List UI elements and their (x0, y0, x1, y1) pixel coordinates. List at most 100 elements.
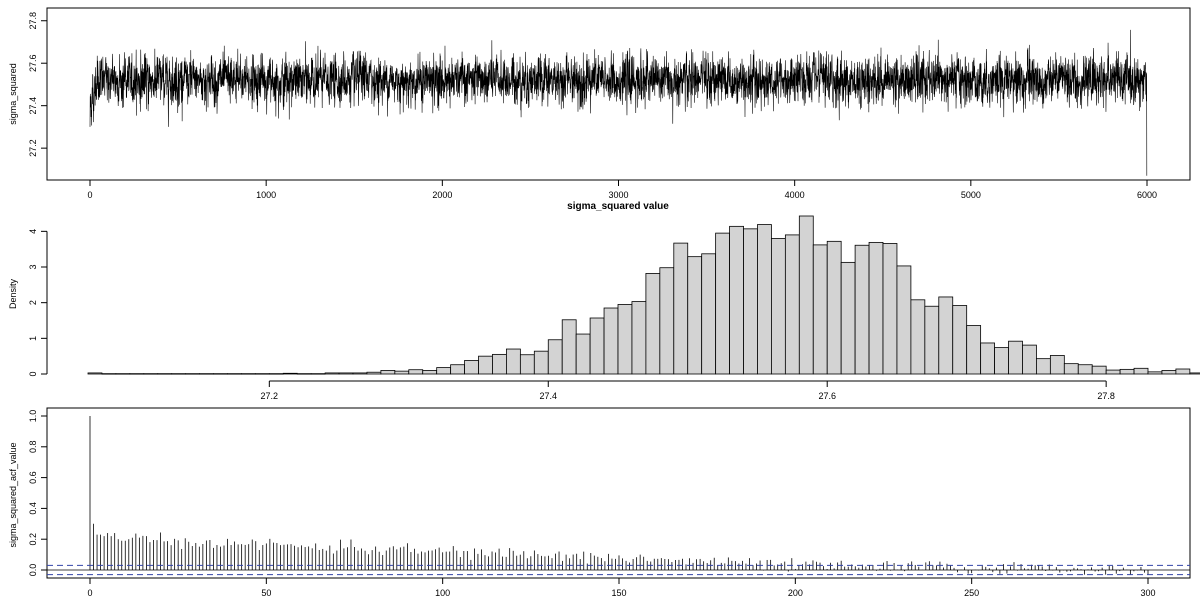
acf-y-tick-label: 0.2 (28, 533, 38, 546)
histogram-bar (380, 370, 396, 375)
histogram-bar (1105, 369, 1121, 375)
histogram-bar (757, 224, 772, 375)
histogram-bar (157, 373, 173, 375)
histogram-bar (729, 225, 744, 375)
histogram-bar (589, 317, 605, 375)
histogram-bar (143, 373, 159, 375)
trace-y-axis: 27.2 27.4 27.6 27.8 (28, 12, 48, 157)
histogram-bar (715, 232, 730, 375)
acf-plot-box (46, 407, 1191, 579)
histogram-bar (743, 228, 758, 375)
histogram-bar (533, 350, 549, 375)
histogram-bar (631, 301, 647, 375)
histogram-bar (338, 372, 354, 375)
histogram-x-tick-label: 27.4 (539, 391, 557, 401)
acf-y-tick-label: 0.0 (28, 564, 38, 577)
acf-y-axis: 0.0 0.2 0.4 0.6 0.8 1.0 (28, 410, 48, 577)
histogram-y-tick-label: 4 (28, 229, 38, 234)
trace-y-tick-label: 27.2 (28, 139, 38, 157)
histogram-bar (826, 240, 842, 375)
histogram-bar (896, 265, 912, 375)
histogram-bar (952, 305, 968, 375)
histogram-bar (840, 261, 856, 375)
histogram-bar (1189, 372, 1200, 375)
histogram-bar (478, 355, 493, 375)
acf-x-tick-label: 0 (87, 588, 92, 598)
trace-x-tick-label: 5000 (961, 190, 981, 200)
histogram-bar (575, 333, 591, 375)
histogram-bar (701, 253, 717, 375)
histogram-bar (450, 364, 465, 375)
trace-panel: sigma_squared sigma_squared value 27.227… (8, 7, 1191, 212)
histogram-y-tick-label: 2 (28, 300, 38, 305)
trace-x-tick-label: 0 (87, 190, 92, 200)
histogram-bar (812, 244, 828, 375)
histogram-bar (115, 373, 131, 375)
histogram-bar (1022, 344, 1037, 375)
histogram-bar (659, 267, 675, 375)
acf-y-tick-label: 0.6 (28, 471, 38, 484)
acf-x-tick-label: 100 (435, 588, 450, 598)
trace-x-tick-label: 2000 (432, 190, 452, 200)
histogram-bar (784, 234, 800, 375)
acf-x-tick-label: 300 (1140, 588, 1155, 598)
trace-x-tick-label: 6000 (1137, 190, 1157, 200)
histogram-y-tick-label: 1 (28, 336, 38, 341)
histogram-bar (1119, 368, 1135, 375)
histogram-bar (241, 373, 256, 375)
trace-x-tick-label: 3000 (608, 190, 628, 200)
acf-x-tick-label: 250 (964, 588, 979, 598)
acf-y-axis-label: sigma_squared_acf_value (8, 442, 18, 547)
acf-x-tick-label: 50 (261, 588, 271, 598)
histogram-bar (617, 304, 633, 375)
histogram-bar (798, 215, 814, 375)
acf-reference-lines (47, 564, 1190, 576)
histogram-bar (394, 370, 410, 375)
histogram-bar (1008, 340, 1023, 375)
histogram-bar (980, 342, 995, 375)
histogram-bar (1175, 368, 1191, 375)
histogram-bar (771, 238, 786, 375)
histogram-bar (938, 296, 954, 375)
histogram-bar (1091, 365, 1107, 375)
acf-panel: sigma_squared_acf_value 0.0 0.2 0.4 0.6 0.8 1… (8, 407, 1191, 598)
histogram-bar (296, 373, 312, 375)
histogram-bar (994, 347, 1009, 375)
histogram-bar (603, 307, 619, 375)
histogram-y-tick-label: 0 (28, 371, 38, 376)
histogram-bar (519, 354, 535, 375)
histogram-x-tick-label: 27.8 (1097, 391, 1115, 401)
histogram-bar (185, 373, 200, 375)
histogram-bar (254, 373, 270, 375)
histogram-bar (171, 373, 187, 375)
histogram-bar (492, 353, 507, 375)
trace-series-line (89, 29, 1148, 176)
histogram-bar (687, 256, 703, 375)
histogram-x-tick-label: 27.2 (261, 391, 279, 401)
histogram-bar (436, 367, 452, 375)
histogram-bar (1147, 371, 1163, 375)
histogram-bar (1063, 363, 1079, 375)
histogram-bar (213, 373, 228, 375)
histogram-bar (673, 242, 689, 375)
histogram-bar (268, 373, 284, 375)
histogram-bar (87, 372, 103, 375)
histogram-bar (868, 241, 884, 375)
histogram-bar (561, 319, 577, 375)
histogram-y-axis-label: Density (8, 278, 18, 309)
acf-y-tick-label: 0.4 (28, 502, 38, 515)
acf-y-tick-label: 0.8 (28, 441, 38, 454)
histogram-bar (129, 373, 145, 375)
histogram-bar (366, 371, 382, 375)
histogram-bars (87, 215, 1200, 375)
acf-x-tick-label: 200 (788, 588, 803, 598)
histogram-bar (464, 360, 479, 375)
trace-y-axis-label: sigma_squared (8, 63, 18, 125)
histogram-bar (1077, 364, 1093, 375)
acf-x-axis: 0 50 100 150 200 250 300 (87, 577, 1156, 598)
histogram-bar (352, 372, 368, 375)
trace-plot-box (46, 7, 1191, 181)
histogram-bar (227, 373, 242, 375)
acf-x-tick-label: 150 (611, 588, 626, 598)
histogram-bar (1133, 367, 1149, 375)
